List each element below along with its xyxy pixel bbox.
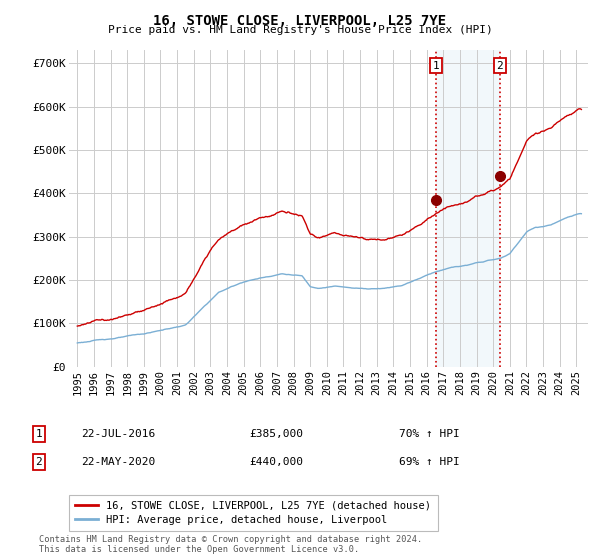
Text: £385,000: £385,000 [249, 429, 303, 439]
Text: £440,000: £440,000 [249, 457, 303, 467]
Text: 16, STOWE CLOSE, LIVERPOOL, L25 7YE: 16, STOWE CLOSE, LIVERPOOL, L25 7YE [154, 14, 446, 28]
Text: Contains HM Land Registry data © Crown copyright and database right 2024.
This d: Contains HM Land Registry data © Crown c… [39, 535, 422, 554]
Bar [436, 50, 500, 367]
Legend: 16, STOWE CLOSE, LIVERPOOL, L25 7YE (detached house), HPI: Average price, detach: 16, STOWE CLOSE, LIVERPOOL, L25 7YE (det… [69, 494, 438, 531]
Text: 69% ↑ HPI: 69% ↑ HPI [399, 457, 460, 467]
Text: 2: 2 [35, 457, 43, 467]
Text: 22-MAY-2020: 22-MAY-2020 [81, 457, 155, 467]
Text: 22-JUL-2016: 22-JUL-2016 [81, 429, 155, 439]
Text: 1: 1 [433, 60, 439, 71]
Text: Price paid vs. HM Land Registry's House Price Index (HPI): Price paid vs. HM Land Registry's House … [107, 25, 493, 35]
Text: 1: 1 [35, 429, 43, 439]
Text: 70% ↑ HPI: 70% ↑ HPI [399, 429, 460, 439]
Text: 2: 2 [496, 60, 503, 71]
